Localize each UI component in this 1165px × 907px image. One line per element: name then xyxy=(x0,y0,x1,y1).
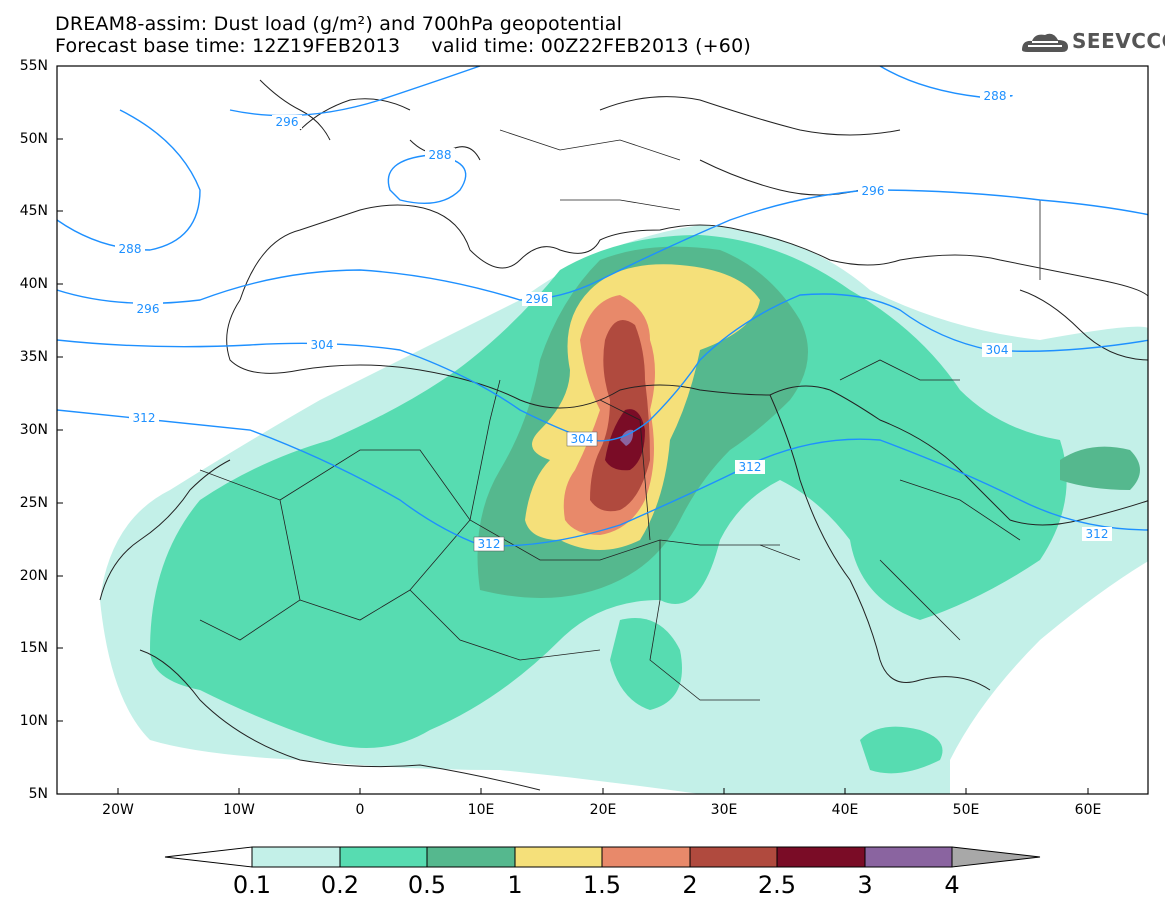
contour-label: 296 xyxy=(133,302,163,316)
contour-label: 288 xyxy=(115,242,145,256)
colorbar-label: 0.5 xyxy=(407,871,447,899)
forecast-time-subtitle: Forecast base time: 12Z19FEB2013 valid t… xyxy=(55,35,751,57)
svg-text:288: 288 xyxy=(119,242,142,256)
colorbar-swatch xyxy=(514,846,603,868)
colorbar-label: 3 xyxy=(857,871,873,899)
svg-text:312: 312 xyxy=(133,411,156,425)
lat-label: 50N xyxy=(19,131,48,147)
colorbar-label: 0.1 xyxy=(232,871,272,899)
svg-text:312: 312 xyxy=(478,537,501,551)
contour-label: 288 xyxy=(425,148,455,162)
colorbar xyxy=(164,846,1041,868)
logo-text: SEEVCCC xyxy=(1072,29,1165,53)
contour-label: 296 xyxy=(522,292,552,306)
lat-label: 35N xyxy=(19,349,48,365)
lat-label: 5N xyxy=(28,786,48,802)
svg-text:304: 304 xyxy=(571,432,594,446)
svg-text:296: 296 xyxy=(276,115,299,129)
contour-labels: 296 288 288 288 296 296 296 304 304 304 … xyxy=(115,89,1112,552)
cloud-icon xyxy=(1022,33,1068,52)
colorbar-high-arrow xyxy=(951,846,1041,868)
colorbar-label: 2.5 xyxy=(757,871,797,899)
lat-label: 45N xyxy=(19,203,48,219)
colorbar-swatch xyxy=(776,846,866,868)
lat-label: 15N xyxy=(19,640,48,656)
contour-label: 296 xyxy=(858,184,888,198)
colorbar-label: 1 xyxy=(507,871,523,899)
contour-label: 312 xyxy=(473,536,505,552)
coastlines xyxy=(99,79,1148,791)
svg-text:288: 288 xyxy=(984,89,1007,103)
lon-label: 10E xyxy=(467,802,495,818)
lon-label: 30E xyxy=(710,802,738,818)
colorbar-swatch xyxy=(864,846,953,868)
svg-text:296: 296 xyxy=(862,184,885,198)
colorbar-label: 2 xyxy=(682,871,698,899)
contour-label: 304 xyxy=(307,338,337,352)
dust-level-0.5-gulf xyxy=(1060,446,1140,490)
lat-label: 40N xyxy=(19,276,48,292)
colorbar-swatch xyxy=(426,846,516,868)
contour-label: 304 xyxy=(566,431,598,447)
colorbar-swatch xyxy=(251,846,341,868)
svg-text:304: 304 xyxy=(311,338,334,352)
lat-label: 25N xyxy=(19,495,48,511)
lon-label: 0 xyxy=(355,802,365,818)
colorbar-swatch xyxy=(339,846,428,868)
colorbar-swatch xyxy=(601,846,691,868)
dust-level-0.2-sahel xyxy=(610,618,682,710)
colorbar-label: 1.5 xyxy=(582,871,622,899)
colorbar-label: 0.2 xyxy=(320,871,360,899)
svg-text:296: 296 xyxy=(526,292,549,306)
lon-label: 50E xyxy=(952,802,980,818)
contour-label: 312 xyxy=(129,411,159,425)
svg-text:296: 296 xyxy=(137,302,160,316)
svg-text:288: 288 xyxy=(429,148,452,162)
colorbar-label: 4 xyxy=(944,871,960,899)
lat-label: 55N xyxy=(19,58,48,74)
lat-label: 10N xyxy=(19,713,48,729)
svg-text:312: 312 xyxy=(739,460,762,474)
contour-label: 288 xyxy=(980,89,1010,103)
contour-label: 296 xyxy=(272,115,302,129)
dust-fields xyxy=(100,225,1148,794)
contour-label: 312 xyxy=(735,460,765,474)
svg-text:312: 312 xyxy=(1086,527,1109,541)
lon-label: 60E xyxy=(1074,802,1102,818)
lat-label: 20N xyxy=(19,568,48,584)
contour-label: 312 xyxy=(1082,527,1112,541)
lon-label: 10W xyxy=(223,802,255,818)
colorbar-low-arrow xyxy=(164,846,253,868)
lat-label: 30N xyxy=(19,422,48,438)
lon-label: 20W xyxy=(102,802,134,818)
lon-label: 40E xyxy=(831,802,859,818)
colorbar-swatch xyxy=(689,846,778,868)
svg-text:304: 304 xyxy=(986,343,1009,357)
country-borders xyxy=(199,129,1041,701)
axis-ticks xyxy=(57,65,1089,794)
lon-label: 20E xyxy=(589,802,617,818)
contour-label: 304 xyxy=(982,343,1012,357)
dust-level-0.2-east xyxy=(860,726,943,774)
map-title: DREAM8-assim: Dust load (g/m²) and 700hP… xyxy=(55,13,623,35)
